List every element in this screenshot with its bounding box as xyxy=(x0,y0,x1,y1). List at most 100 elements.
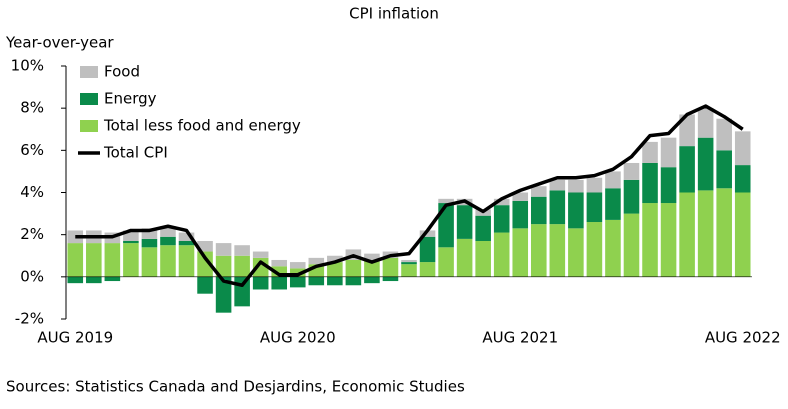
bar-segment xyxy=(586,222,603,277)
bar-segment xyxy=(86,276,102,284)
bar-segment xyxy=(401,264,417,277)
bar-segment xyxy=(605,219,621,277)
y-tick-label: 2% xyxy=(20,225,44,243)
bar-segment xyxy=(419,262,436,277)
bar-segment xyxy=(419,230,436,237)
bar-segment xyxy=(234,276,250,307)
bar-segment xyxy=(271,276,288,290)
bar-segment xyxy=(197,276,213,294)
bar-segment xyxy=(327,255,343,263)
bar-segment xyxy=(252,251,269,258)
bar-segment xyxy=(401,262,417,265)
x-tick-label: AUG 2020 xyxy=(260,329,336,347)
bar-segment xyxy=(215,255,232,277)
bar-segment xyxy=(364,259,380,277)
bar-segment xyxy=(160,226,176,237)
bar-segment xyxy=(456,238,473,277)
x-tick-label: AUG 2021 xyxy=(482,329,558,347)
bar-segment xyxy=(419,236,436,263)
bar-segment xyxy=(104,276,121,282)
bar-segment xyxy=(123,230,139,241)
bar-segment xyxy=(197,240,213,252)
legend-label: Energy xyxy=(104,90,157,108)
y-tick-label: -2% xyxy=(15,310,44,328)
bar-segment xyxy=(382,276,399,282)
chart-title: CPI inflation xyxy=(349,5,439,23)
legend-label: Food xyxy=(104,63,140,81)
bar-segment xyxy=(716,188,732,277)
bar-segment xyxy=(327,262,343,277)
bar-segment xyxy=(716,118,732,151)
bar-segment xyxy=(512,200,529,229)
bar-segment xyxy=(364,276,380,284)
bar-segment xyxy=(123,243,139,277)
bar-segment xyxy=(345,276,362,286)
y-tick-label: 8% xyxy=(20,99,44,117)
bar-segment xyxy=(642,203,658,277)
bar-segment xyxy=(623,179,640,214)
bar-segment xyxy=(197,251,213,277)
bar-segment xyxy=(289,268,306,277)
bar-segment xyxy=(679,192,695,277)
bar-segment xyxy=(568,179,584,193)
bar-segment xyxy=(252,257,269,277)
bar-segment xyxy=(234,255,250,277)
bar-segment xyxy=(530,196,547,225)
bar-segment xyxy=(438,198,454,204)
bar-segment xyxy=(86,243,102,277)
bar-segment xyxy=(679,146,695,193)
y-tick-label: 0% xyxy=(20,267,44,285)
bar-segment xyxy=(215,276,232,313)
bar-segment xyxy=(308,257,325,265)
bar-segment xyxy=(178,240,195,246)
bar-segment xyxy=(716,150,732,189)
bar-segment xyxy=(160,245,176,277)
y-tick-label: 10% xyxy=(11,57,44,75)
bar-segment xyxy=(141,247,158,277)
bar-segment xyxy=(586,192,603,223)
bar-segment xyxy=(549,190,566,225)
bar-segment xyxy=(364,253,380,260)
bar-segment xyxy=(734,131,751,166)
bar-segment xyxy=(141,238,158,248)
bar-segment xyxy=(67,243,84,277)
bar-segment xyxy=(642,162,658,204)
legend-swatch xyxy=(80,66,98,78)
bar-segment xyxy=(660,167,677,204)
bar-segment xyxy=(568,192,584,229)
x-tick-label: AUG 2019 xyxy=(37,329,113,347)
bar-segment xyxy=(178,232,195,241)
bar-segment xyxy=(271,266,288,277)
legend-label: Total less food and energy xyxy=(103,117,301,135)
bar-segment xyxy=(623,213,640,277)
bar-segment xyxy=(734,165,751,193)
bar-segment xyxy=(160,236,176,246)
bar-segment xyxy=(234,245,250,256)
bar-segment xyxy=(327,276,343,286)
bar-segment xyxy=(493,232,510,277)
bar-segment xyxy=(456,205,473,239)
bar-segment xyxy=(401,259,417,263)
bar-segment xyxy=(697,108,714,138)
bar-segment xyxy=(475,215,491,241)
bar-segment xyxy=(642,141,658,163)
bar-segment xyxy=(438,247,454,277)
legend-swatch xyxy=(80,93,98,105)
bar-segment xyxy=(271,259,288,267)
legend-label: Total CPI xyxy=(103,144,168,162)
bar-segment xyxy=(512,192,529,201)
y-tick-label: 6% xyxy=(20,141,44,159)
y-tick-label: 4% xyxy=(20,183,44,201)
bar-segment xyxy=(123,240,139,244)
bar-segment xyxy=(605,188,621,220)
bar-segment xyxy=(512,228,529,277)
bar-segment xyxy=(345,259,362,277)
bar-segment xyxy=(141,228,158,239)
bar-segment xyxy=(289,262,306,269)
bar-segment xyxy=(568,228,584,277)
bar-segment xyxy=(382,257,399,277)
x-tick-label: AUG 2022 xyxy=(705,329,781,347)
bar-segment xyxy=(623,162,640,180)
bar-segment xyxy=(530,186,547,197)
bar-segment xyxy=(549,224,566,277)
